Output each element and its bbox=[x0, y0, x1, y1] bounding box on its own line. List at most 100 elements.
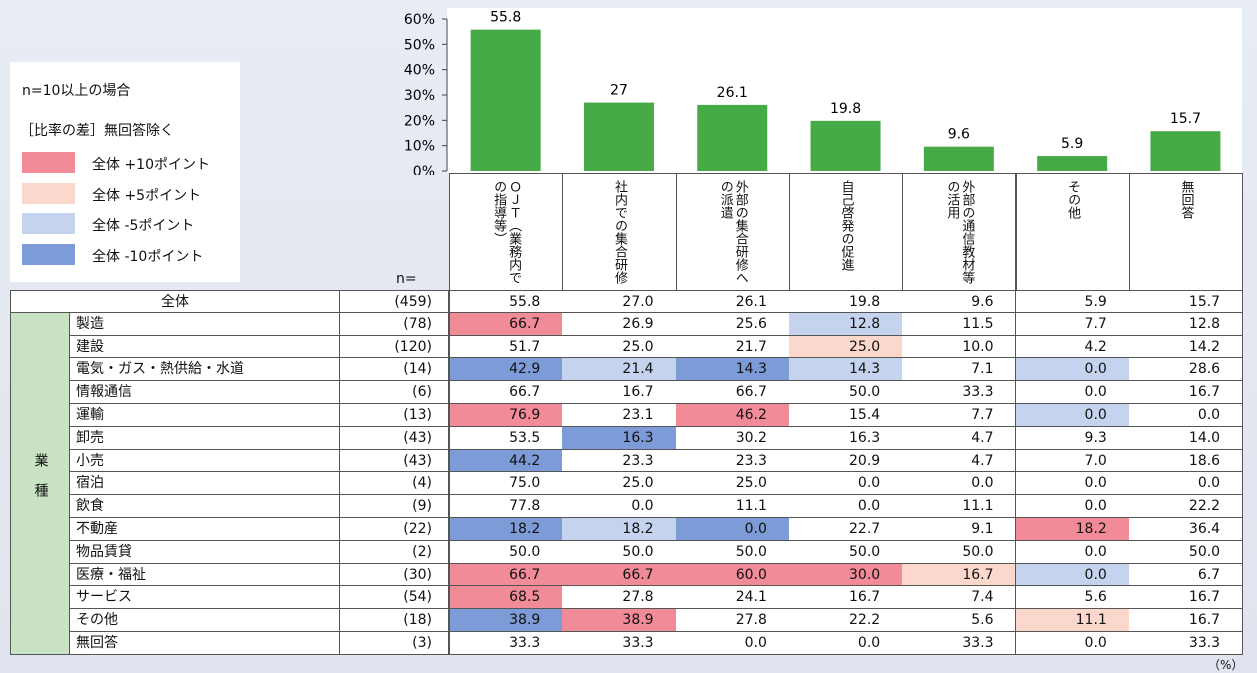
row-n: (120) bbox=[340, 335, 449, 359]
table-cell: 21.4 bbox=[562, 358, 677, 382]
row-label: 宿泊 bbox=[70, 472, 340, 496]
table-cell: 26.1 bbox=[675, 290, 790, 313]
table-cell: 14.2 bbox=[1128, 335, 1244, 359]
header-cell: その他 bbox=[1015, 173, 1130, 291]
table-cell: 6.7 bbox=[1128, 563, 1244, 587]
table-cell: 7.1 bbox=[902, 358, 1017, 382]
value-label: 15.7 bbox=[1170, 111, 1201, 127]
table-cell: 76.9 bbox=[449, 404, 564, 427]
table-cell: 16.7 bbox=[1128, 586, 1244, 610]
table-cell: 7.7 bbox=[902, 404, 1017, 427]
table-cell: 25.0 bbox=[562, 472, 677, 496]
table-cell: 38.9 bbox=[562, 609, 677, 632]
row-n: (22) bbox=[340, 518, 449, 541]
table-cell: 0.0 bbox=[562, 495, 677, 518]
y-tick-label: 0% bbox=[413, 164, 435, 175]
table-cell: 50.0 bbox=[902, 540, 1017, 564]
row-label: 小売 bbox=[70, 449, 340, 473]
table-cell: 66.7 bbox=[675, 381, 790, 404]
table-cell: 11.5 bbox=[902, 312, 1017, 336]
row-n: (459) bbox=[340, 290, 449, 313]
legend-swatch bbox=[22, 152, 75, 173]
table-cell: 11.1 bbox=[902, 495, 1017, 518]
table-cell: 50.0 bbox=[675, 540, 790, 564]
table-cell: 33.3 bbox=[562, 632, 677, 655]
table-cell: 50.0 bbox=[449, 540, 564, 564]
table-cell: 66.7 bbox=[449, 381, 564, 404]
table-cell: 10.0 bbox=[902, 335, 1017, 359]
table-cell: 55.8 bbox=[449, 290, 564, 313]
table-cell: 0.0 bbox=[1015, 404, 1130, 427]
table-cell: 14.0 bbox=[1128, 426, 1244, 450]
row-label: 物品賃貸 bbox=[70, 540, 340, 564]
header-cell: ＯＪＴ（業務内での指導等） bbox=[449, 173, 564, 291]
unit-label: （%） bbox=[1208, 657, 1244, 672]
table-cell: 22.7 bbox=[788, 518, 904, 541]
group-label: 業種 bbox=[32, 453, 49, 514]
table-cell: 0.0 bbox=[1015, 632, 1130, 655]
row-label: サービス bbox=[70, 586, 340, 610]
table-cell: 25.6 bbox=[675, 312, 790, 336]
table-cell: 27.0 bbox=[562, 290, 677, 313]
row-label: 製造 bbox=[70, 312, 340, 336]
table-cell: 50.0 bbox=[562, 540, 677, 564]
table-cell: 51.7 bbox=[449, 335, 564, 359]
table-cell: 15.7 bbox=[1128, 290, 1244, 313]
table-cell: 9.1 bbox=[902, 518, 1017, 541]
table-cell: 30.2 bbox=[675, 426, 790, 450]
table-cell: 0.0 bbox=[1015, 381, 1130, 404]
table-cell: 16.3 bbox=[788, 426, 904, 450]
category-label: 外部の通信教材等の活用 bbox=[944, 180, 975, 284]
y-tick-label: 40% bbox=[404, 63, 435, 79]
table-cell: 9.3 bbox=[1015, 426, 1130, 450]
table-cell: 66.7 bbox=[449, 563, 564, 587]
table-cell: 28.6 bbox=[1128, 358, 1244, 382]
table-cell: 77.8 bbox=[449, 495, 564, 518]
table-cell: 9.6 bbox=[902, 290, 1017, 313]
table-cell: 0.0 bbox=[788, 472, 904, 496]
table-cell: 16.7 bbox=[1128, 381, 1244, 404]
value-label: 27 bbox=[610, 83, 628, 99]
category-label: 社内での集合研修 bbox=[611, 180, 627, 284]
table-cell: 0.0 bbox=[1128, 472, 1244, 496]
legend-label: 全体 +10ポイント bbox=[92, 157, 210, 173]
row-label: 運輸 bbox=[70, 404, 340, 427]
legend-label: 全体 -5ポイント bbox=[92, 218, 195, 234]
table-cell: 16.7 bbox=[562, 381, 677, 404]
table-cell: 11.1 bbox=[1015, 609, 1130, 632]
y-tick-label: 20% bbox=[404, 113, 435, 129]
table-cell: 16.7 bbox=[1128, 609, 1244, 632]
table-cell: 26.9 bbox=[562, 312, 677, 336]
row-n: (43) bbox=[340, 449, 449, 473]
table-cell: 27.8 bbox=[562, 586, 677, 610]
category-label: その他 bbox=[1065, 180, 1081, 219]
table-cell: 75.0 bbox=[449, 472, 564, 496]
table-cell: 0.0 bbox=[1128, 404, 1244, 427]
bar bbox=[697, 104, 768, 171]
table-cell: 30.0 bbox=[788, 563, 904, 587]
table-cell: 22.2 bbox=[1128, 495, 1244, 518]
header-cell: 自己啓発の促進 bbox=[788, 173, 904, 291]
table-cell: 4.7 bbox=[902, 449, 1017, 473]
row-label: 卸売 bbox=[70, 426, 340, 450]
table-cell: 24.1 bbox=[675, 586, 790, 610]
table-cell: 38.9 bbox=[449, 609, 564, 632]
table-cell: 0.0 bbox=[1015, 358, 1130, 382]
table-cell: 21.7 bbox=[675, 335, 790, 359]
value-label: 26.1 bbox=[717, 85, 748, 101]
table-cell: 0.0 bbox=[1015, 472, 1130, 496]
group-cell: 業種 bbox=[10, 312, 70, 655]
table-cell: 36.4 bbox=[1128, 518, 1244, 541]
bar bbox=[1037, 156, 1108, 171]
row-n: (9) bbox=[340, 495, 449, 518]
row-label: 無回答 bbox=[70, 632, 340, 655]
table-cell: 14.3 bbox=[788, 358, 904, 382]
table-cell: 4.2 bbox=[1015, 335, 1130, 359]
header-cell: 外部の集合研修への派遣 bbox=[675, 173, 790, 291]
row-n: (18) bbox=[340, 609, 449, 632]
table-cell: 0.0 bbox=[1015, 563, 1130, 587]
table-cell: 33.3 bbox=[449, 632, 564, 655]
table-cell: 68.5 bbox=[449, 586, 564, 610]
table-cell: 5.6 bbox=[902, 609, 1017, 632]
table-cell: 0.0 bbox=[902, 472, 1017, 496]
